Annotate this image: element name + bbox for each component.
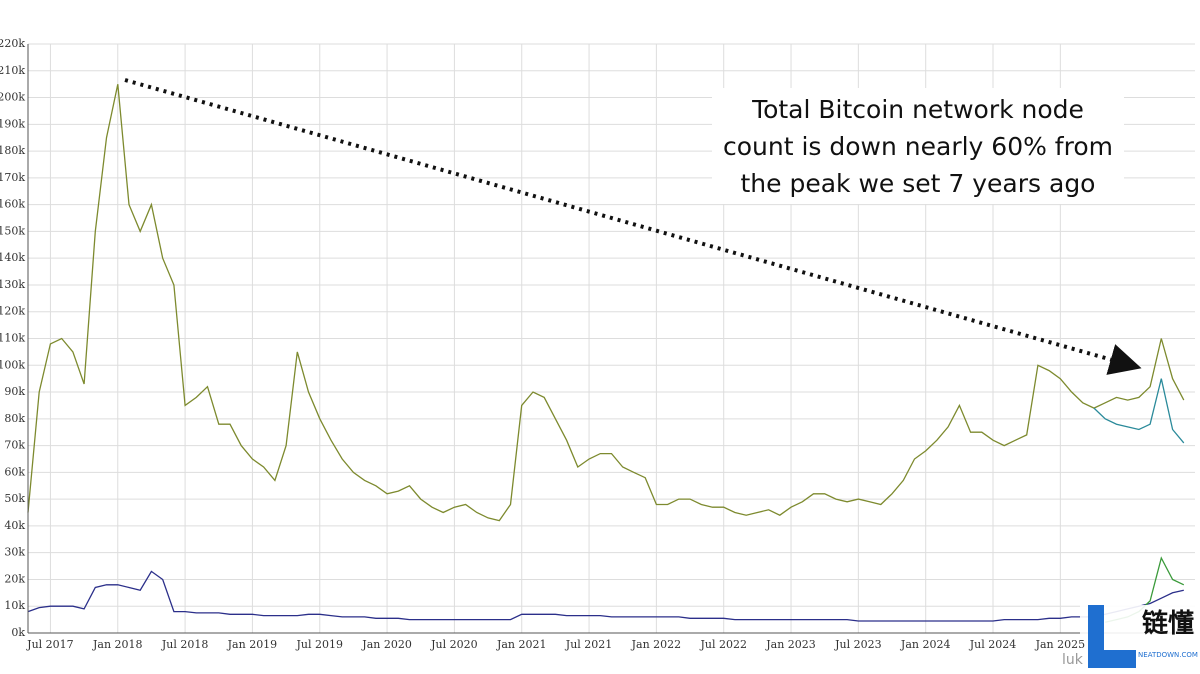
x-tick-label: Jan 2020 [361,638,412,651]
y-tick-label: 110k [0,332,25,345]
y-tick-label: 100k [0,358,25,371]
x-tick-label: Jul 2020 [430,638,478,651]
y-tick-label: 140k [0,251,25,264]
x-tick-label: Jul 2024 [969,638,1017,651]
grid [28,43,1195,634]
credit: luk [1062,652,1084,668]
trend-arrow [124,78,1142,375]
x-tick-label: Jul 2023 [834,638,882,651]
annotation: Total Bitcoin network node [751,95,1084,124]
y-tick-label: 170k [0,171,25,184]
y-tick-label: 90k [4,385,25,398]
logo-text: 链懂 [1142,608,1194,639]
site-text: NEATDOWN.COM [1138,651,1198,659]
y-tick-label: 130k [0,278,25,291]
x-tick-label: Jan 2025 [1035,638,1086,651]
y-tick-label: 10k [4,599,25,612]
x-tick-label: Jan 2018 [92,638,143,651]
y-tick-label: 190k [0,117,25,130]
x-tick-label: Jul 2022 [699,638,747,651]
x-tick-label: Jan 2022 [631,638,682,651]
x-tick-label: Jul 2021 [565,638,613,651]
y-tick-label: 0k [11,626,25,639]
y-tick-label: 210k [0,64,25,77]
series-line [27,84,1185,522]
annotation-box [712,88,1124,204]
y-tick-label: 50k [4,492,25,505]
y-tick-label: 180k [0,144,25,157]
y-tick-label: 40k [4,519,25,532]
logo-l [1088,605,1136,668]
x-tick-label: Jan 2021 [496,638,547,651]
x-tick-label: Jul 2019 [295,638,343,651]
y-tick-label: 220k [0,37,25,50]
series-line [1093,378,1185,444]
watermark: 链懂 NEATDOWN.COM luk [1062,605,1200,674]
y-tick-label: 60k [4,465,25,478]
series-line [27,570,1184,622]
annotation: count is down nearly 60% from [723,132,1113,161]
y-tick-label: 80k [4,412,25,425]
x-tick-label: Jan 2024 [900,638,951,651]
y-tick-label: 70k [4,439,25,452]
annotation: the peak we set 7 years ago [741,169,1096,198]
x-tick-label: Jan 2023 [765,638,816,651]
y-tick-label: 160k [0,198,25,211]
x-tick-label: Jul 2017 [26,638,74,651]
y-tick-label: 120k [0,305,25,318]
y-tick-label: 200k [0,91,25,104]
x-tick-label: Jan 2019 [227,638,278,651]
y-tick-label: 20k [4,572,25,585]
y-tick-label: 150k [0,224,25,237]
y-tick-label: 30k [4,546,25,559]
x-tick-label: Jul 2018 [161,638,209,651]
